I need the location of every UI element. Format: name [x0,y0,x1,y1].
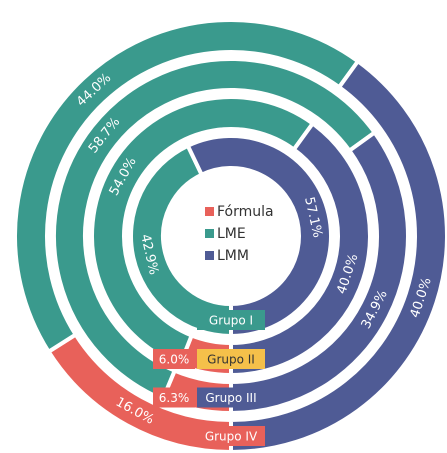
ring-segment [185,134,333,339]
group-label-box [197,349,265,369]
group-label: Grupo III [205,391,256,405]
group-label-box [197,310,265,330]
group-label: Grupo IV [205,430,258,444]
group-label-box [197,426,265,446]
ring-segment [52,57,378,402]
value-label: 6.3% [159,391,190,405]
group-label-box [197,387,265,408]
ring-segment [90,95,316,368]
ring-segment [229,129,410,416]
legend-swatch [205,251,214,260]
legend-label: Fórmula [217,204,274,220]
value-label: 6.0% [159,353,190,367]
group-label: Grupo I [209,314,253,328]
ring-segment [229,120,372,378]
ring-segment [129,143,233,339]
legend-label: LMM [217,248,249,264]
value-label-box [153,349,195,369]
ring-segment [229,58,447,453]
group-label: Grupo II [207,353,255,367]
legend-swatch [205,229,214,238]
legend-label: LME [217,226,246,242]
value-label-box [153,387,195,408]
legend-swatch [205,207,214,216]
